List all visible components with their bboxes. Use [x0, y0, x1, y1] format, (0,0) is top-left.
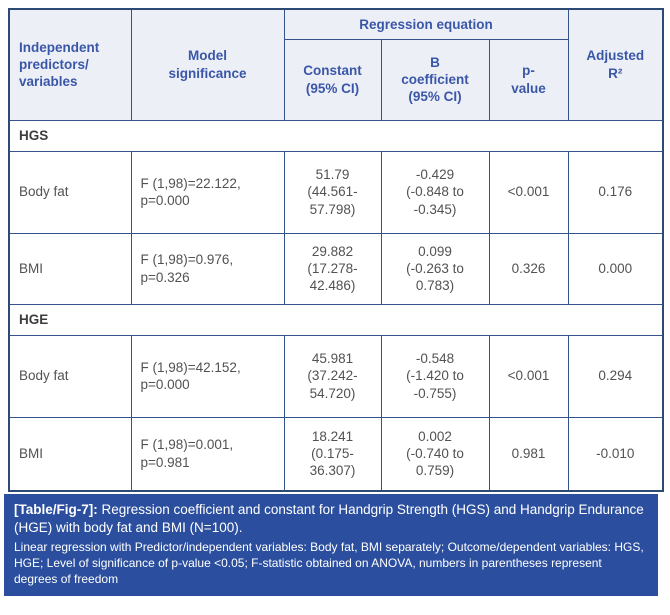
- cell-constant: 18.241 (0.175- 36.307): [283, 416, 382, 492]
- cell-p-value: <0.001: [488, 150, 569, 234]
- cell-predictor: BMI: [8, 416, 132, 492]
- cell-adjusted-r2: 0.176: [567, 150, 664, 234]
- cell-model-significance: F (1,98)=0.001, p=0.981: [130, 416, 285, 492]
- header-row-sub: Constant (95% CI) B coefficient (95% CI)…: [9, 38, 663, 121]
- cell-predictor: BMI: [8, 232, 132, 305]
- table-row: Body fat F (1,98)=42.152, p=0.000 45.981…: [8, 334, 664, 418]
- cell-b-coefficient: 0.002 (-0.740 to 0.759): [380, 416, 490, 492]
- cell-constant: 29.882 (17.278- 42.486): [283, 232, 382, 305]
- col-header-regression-equation: Regression equation: [283, 8, 569, 40]
- cell-model-significance: F (1,98)=22.122, p=0.000: [130, 150, 285, 234]
- regression-results-table: Independent predictors/ variables Model …: [8, 8, 665, 492]
- cell-p-value: 0.326: [488, 232, 569, 305]
- table-caption: [Table/Fig-7]: Regression coefficient an…: [14, 501, 648, 537]
- section-label-hge: HGE: [8, 303, 664, 336]
- cell-b-coefficient: 0.099 (-0.263 to 0.783): [380, 232, 490, 305]
- header-row-group: Independent predictors/ variables Model …: [8, 8, 664, 121]
- cell-p-value: 0.981: [488, 416, 569, 492]
- table-row: BMI F (1,98)=0.001, p=0.981 18.241 (0.17…: [8, 416, 664, 492]
- cell-adjusted-r2: 0.294: [567, 334, 664, 418]
- col-header-constant: Constant (95% CI): [283, 38, 382, 121]
- table-row: Body fat F (1,98)=22.122, p=0.000 51.79 …: [8, 150, 664, 234]
- table-caption-band: [Table/Fig-7]: Regression coefficient an…: [4, 494, 658, 596]
- cell-adjusted-r2: -0.010: [567, 416, 664, 492]
- table-footnote: Linear regression with Predictor/indepen…: [14, 540, 644, 587]
- cell-adjusted-r2: 0.000: [567, 232, 664, 305]
- cell-predictor: Body fat: [8, 334, 132, 418]
- cell-b-coefficient: -0.429 (-0.848 to -0.345): [380, 150, 490, 234]
- col-header-predictors: Independent predictors/ variables: [8, 8, 132, 121]
- cell-model-significance: F (1,98)=42.152, p=0.000: [130, 334, 285, 418]
- cell-p-value: <0.001: [488, 334, 569, 418]
- table-row: BMI F (1,98)=0.976, p=0.326 29.882 (17.2…: [8, 232, 664, 305]
- cell-constant: 51.79 (44.561- 57.798): [283, 150, 382, 234]
- col-header-model-significance: Model significance: [130, 8, 285, 121]
- col-header-adjusted-r2: Adjusted R²: [567, 8, 664, 121]
- section-row-hge: HGE: [8, 303, 664, 336]
- col-header-b-coefficient: B coefficient (95% CI): [380, 38, 490, 121]
- table-caption-text: Regression coefficient and constant for …: [14, 502, 644, 536]
- section-row-hgs: HGS: [8, 119, 664, 152]
- section-label-hgs: HGS: [8, 119, 664, 152]
- cell-predictor: Body fat: [8, 150, 132, 234]
- cell-b-coefficient: -0.548 (-1.420 to -0.755): [380, 334, 490, 418]
- col-header-p-value: p- value: [488, 38, 569, 121]
- table-caption-label: [Table/Fig-7]:: [14, 502, 98, 517]
- cell-model-significance: F (1,98)=0.976, p=0.326: [130, 232, 285, 305]
- cell-constant: 45.981 (37.242- 54.720): [283, 334, 382, 418]
